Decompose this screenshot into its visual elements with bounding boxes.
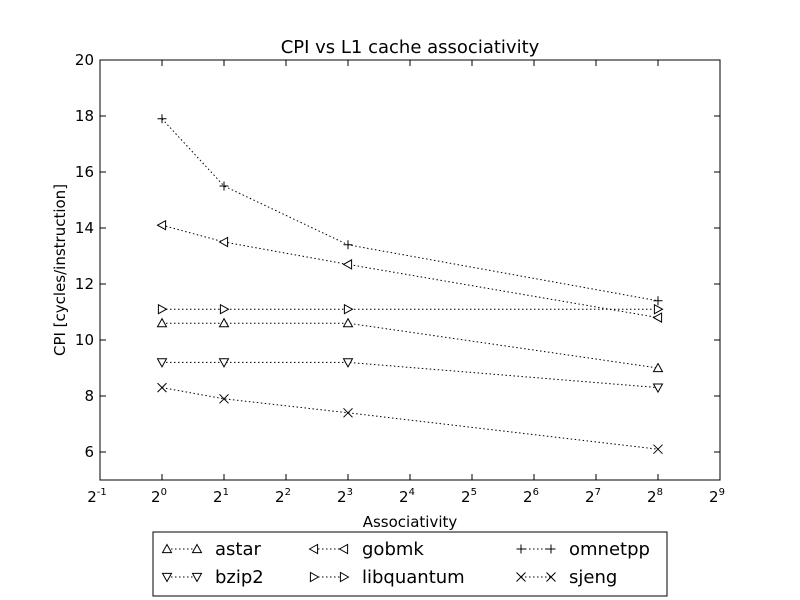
data-point-sjeng bbox=[219, 393, 229, 404]
legend-marker bbox=[308, 543, 319, 555]
legend-marker bbox=[516, 544, 526, 554]
data-point-omnetpp bbox=[653, 296, 663, 306]
x-tick-label: 29 bbox=[709, 487, 725, 506]
data-point-sjeng bbox=[157, 382, 167, 393]
y-tick-label: 12 bbox=[75, 275, 94, 293]
data-point-bzip2 bbox=[218, 358, 230, 368]
data-point-astar bbox=[218, 317, 230, 328]
series-line-bzip2 bbox=[162, 361, 659, 389]
legend-marker bbox=[191, 572, 203, 583]
data-point-astar bbox=[342, 317, 354, 328]
legend-label: sjeng bbox=[569, 567, 617, 588]
y-tick-label: 16 bbox=[75, 163, 94, 181]
x-tick-label: 28 bbox=[647, 487, 663, 506]
data-point-libquantum bbox=[653, 303, 664, 315]
series-line-sjeng bbox=[161, 387, 659, 450]
x-tick-label: 2-1 bbox=[87, 487, 107, 506]
x-tick-label: 26 bbox=[523, 487, 539, 506]
data-point-bzip2 bbox=[156, 358, 168, 368]
data-point-omnetpp bbox=[157, 114, 167, 124]
series-omnetpp bbox=[157, 114, 663, 306]
y-tick-label: 6 bbox=[84, 443, 94, 461]
x-tick-label: 21 bbox=[213, 487, 229, 506]
legend-entry-libquantum: libquantum bbox=[309, 567, 465, 588]
series-line-omnetpp bbox=[161, 118, 659, 302]
series-sjeng bbox=[157, 382, 663, 455]
series-gobmk bbox=[156, 219, 663, 323]
y-tick-label: 14 bbox=[75, 219, 94, 237]
legend-label: bzip2 bbox=[215, 567, 264, 588]
series-libquantum bbox=[157, 303, 664, 315]
x-tick-label: 24 bbox=[399, 487, 415, 506]
y-tick-label: 10 bbox=[75, 331, 94, 349]
legend-marker bbox=[309, 571, 320, 583]
axes-frame bbox=[99, 59, 721, 481]
legend-entry-gobmk: gobmk bbox=[308, 539, 424, 560]
data-point-bzip2 bbox=[342, 358, 354, 368]
x-tick-label: 25 bbox=[461, 487, 477, 506]
x-tick-label: 23 bbox=[337, 487, 353, 506]
legend-label: gobmk bbox=[362, 539, 424, 560]
data-point-gobmk bbox=[218, 236, 229, 248]
legend-entry-omnetpp: omnetpp bbox=[516, 539, 650, 560]
x-tick-label: 27 bbox=[585, 487, 601, 506]
data-point-libquantum bbox=[157, 303, 168, 315]
legend-entry-sjeng: sjeng bbox=[516, 567, 617, 588]
data-point-libquantum bbox=[219, 303, 230, 315]
data-point-sjeng bbox=[653, 444, 663, 455]
series-line-astar bbox=[162, 322, 659, 369]
plot-area: 2-1 20 21 22 23 24 25 26 27 28 29 6 8 10 12 14 16 18 20 bbox=[75, 51, 725, 506]
legend-marker bbox=[338, 543, 349, 555]
data-point-astar bbox=[652, 362, 664, 373]
series-line-gobmk bbox=[161, 224, 659, 319]
series-astar bbox=[156, 317, 664, 373]
legend-marker bbox=[546, 544, 556, 554]
legend-marker bbox=[546, 572, 556, 582]
y-axis-label: CPI [cycles/instruction] bbox=[51, 184, 69, 356]
x-tick-label: 20 bbox=[151, 487, 167, 506]
data-point-bzip2 bbox=[652, 383, 664, 394]
legend-marker bbox=[191, 543, 203, 554]
data-point-gobmk bbox=[156, 219, 167, 231]
legend-box bbox=[152, 531, 668, 597]
legend-marker bbox=[161, 572, 173, 583]
legend-entry-astar: astar bbox=[161, 539, 261, 560]
data-point-omnetpp bbox=[343, 240, 353, 250]
y-tick-label: 8 bbox=[84, 387, 94, 405]
x-axis-label: Associativity bbox=[363, 513, 458, 531]
x-tick-label: 22 bbox=[275, 487, 291, 506]
chart-title: CPI vs L1 cache associativity bbox=[281, 37, 540, 58]
legend-marker bbox=[516, 572, 526, 582]
legend-entry-bzip2: bzip2 bbox=[161, 567, 264, 588]
series-bzip2 bbox=[156, 358, 664, 394]
data-point-sjeng bbox=[343, 407, 353, 418]
data-point-gobmk bbox=[652, 312, 663, 323]
legend-marker bbox=[161, 543, 173, 554]
y-tick-label: 20 bbox=[75, 51, 94, 69]
legend-label: omnetpp bbox=[569, 539, 650, 560]
y-tick-label: 18 bbox=[75, 107, 94, 125]
legend-label: astar bbox=[215, 539, 261, 560]
data-point-omnetpp bbox=[219, 181, 229, 191]
data-point-astar bbox=[156, 317, 168, 328]
data-point-gobmk bbox=[342, 259, 353, 270]
legend: astar bzip2 gobmk libquantum omnetpp sjeng bbox=[152, 531, 668, 597]
data-point-libquantum bbox=[343, 303, 354, 315]
legend-marker bbox=[339, 571, 350, 583]
legend-label: libquantum bbox=[362, 567, 465, 588]
